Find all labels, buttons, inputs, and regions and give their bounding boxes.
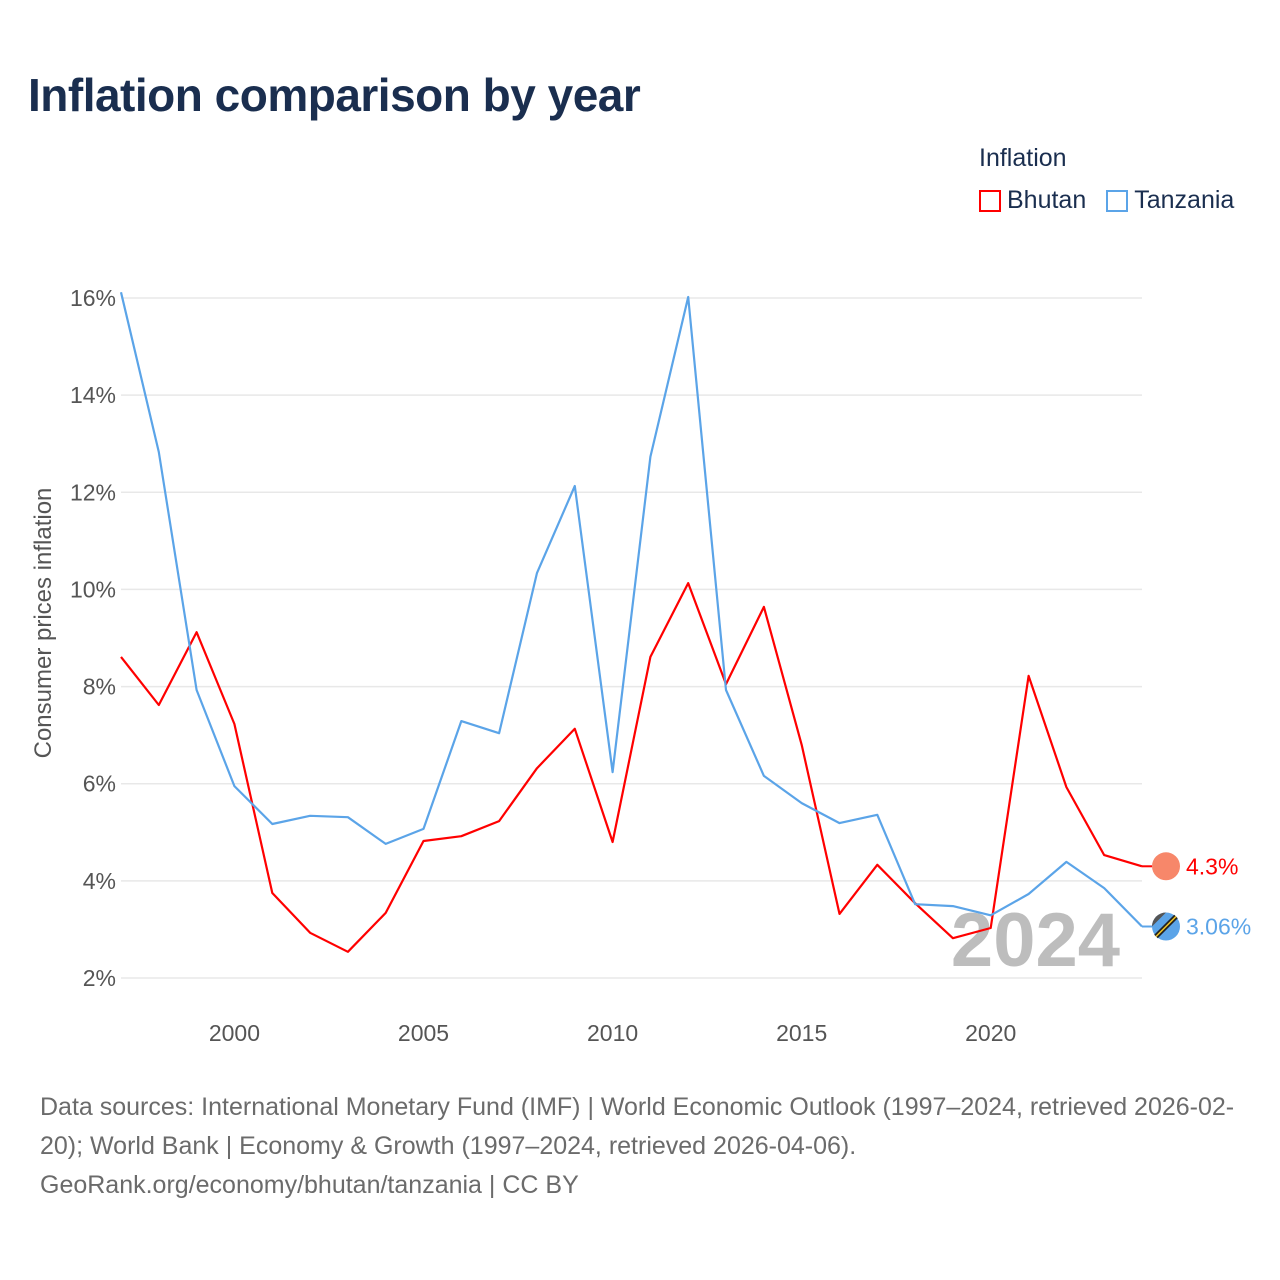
- series-line-tanzania: [119, 291, 1143, 928]
- y-tick-label: 4%: [83, 868, 116, 894]
- y-tick-label: 14%: [70, 382, 116, 408]
- data-sources: Data sources: International Monetary Fun…: [40, 1093, 1235, 1160]
- footer: Data sources: International Monetary Fun…: [40, 1088, 1250, 1205]
- x-tick-label: 2015: [776, 1020, 827, 1046]
- flag-marker-bhutan: [1152, 852, 1180, 881]
- legend-label: Tanzania: [1134, 186, 1235, 214]
- y-tick-label: 6%: [83, 771, 116, 797]
- legend-label: Bhutan: [1007, 186, 1087, 214]
- y-tick-label: 12%: [70, 479, 116, 505]
- x-tick-label: 2005: [398, 1020, 449, 1046]
- flag-detail: [1152, 912, 1166, 927]
- x-tick-label: 2020: [965, 1020, 1016, 1046]
- legend-item-tanzania[interactable]: Tanzania: [1106, 186, 1234, 215]
- y-tick-label: 2%: [83, 965, 116, 991]
- chart-title: Inflation comparison by year: [28, 69, 641, 121]
- end-value-label: 3.06%: [1186, 914, 1251, 940]
- legend-swatch-bhutan: [979, 189, 1001, 212]
- legend: Bhutan Tanzania: [979, 186, 1234, 215]
- legend-swatch-tanzania: [1106, 189, 1129, 212]
- credit-link[interactable]: GeoRank.org/economy/bhutan/tanzania | CC…: [40, 1171, 579, 1199]
- y-tick-label: 16%: [70, 285, 116, 311]
- flag-stripe: [1155, 915, 1177, 938]
- y-axis-label: Consumer prices inflation: [30, 488, 57, 759]
- y-tick-label: 10%: [70, 576, 116, 602]
- y-tick-label: 8%: [83, 674, 116, 700]
- x-tick-label: 2010: [587, 1020, 638, 1046]
- x-tick-label: 2000: [209, 1020, 260, 1046]
- legend-item-bhutan[interactable]: Bhutan: [979, 186, 1086, 215]
- end-value-label: 4.3%: [1186, 853, 1238, 879]
- legend-title: Inflation: [979, 144, 1067, 172]
- series-line-bhutan: [120, 581, 1143, 953]
